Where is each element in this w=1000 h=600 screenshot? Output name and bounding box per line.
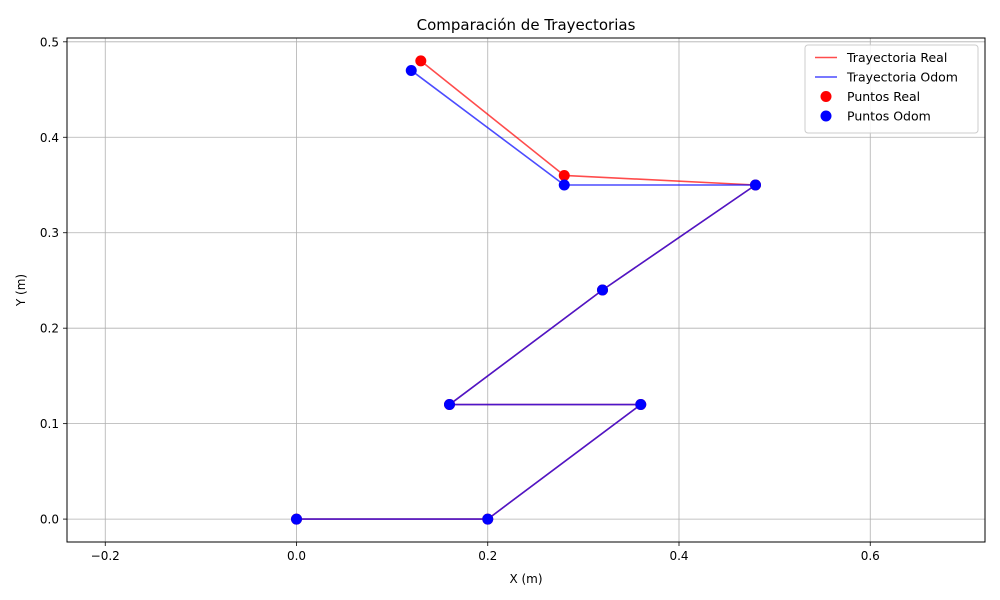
- y-tick-label: 0.5: [40, 35, 59, 49]
- legend-point-swatch: [820, 91, 832, 102]
- y-tick-label: 0.3: [40, 226, 59, 240]
- series-point-2: [635, 399, 647, 411]
- series-point-2: [750, 179, 761, 191]
- plot-frame: [66, 37, 986, 543]
- series-point-2: [482, 513, 494, 525]
- grid: [67, 38, 985, 542]
- chart-title: Comparación de Trayectorias: [417, 16, 636, 34]
- legend-entry: Trayectoria Real: [846, 50, 947, 65]
- legend-box: [804, 44, 979, 134]
- y-tick-label: 0.4: [40, 131, 59, 145]
- axis-ticks: −0.2 0.0 0.2 0.4 0.6 0.0 0.1 0.2 0.3 0.4 0.5: [40, 35, 880, 563]
- legend-entry: Puntos Real: [847, 89, 920, 104]
- x-tick-label: 0.4: [669, 549, 688, 563]
- y-tick-label: 0.0: [40, 513, 59, 527]
- legend: Trayectoria Real Trayectoria Odom Puntos R…: [804, 44, 979, 134]
- y-tick-label: 0.1: [40, 417, 59, 431]
- x-tick-label: 0.6: [861, 549, 880, 563]
- series-point-1: [558, 169, 570, 181]
- x-tick-label: −0.2: [91, 549, 120, 563]
- legend-entry: Trayectoria Odom: [846, 70, 958, 85]
- series-point-2: [405, 64, 417, 76]
- x-tick-label: 0.2: [478, 549, 497, 563]
- series-line-2: [296, 69, 757, 520]
- series-point-2: [558, 179, 570, 191]
- y-axis-label: Y (m): [14, 274, 28, 307]
- legend-entry: Puntos Odom: [847, 109, 931, 124]
- y-tick-label: 0.2: [40, 322, 59, 336]
- series-point-1: [415, 55, 427, 67]
- series-point-2: [291, 513, 302, 525]
- x-axis-label: X (m): [509, 572, 542, 586]
- legend-point-swatch: [820, 110, 832, 122]
- series-point-2: [597, 284, 608, 296]
- plot-series: [291, 55, 761, 525]
- series-point-2: [444, 399, 455, 411]
- x-tick-label: 0.0: [287, 549, 306, 563]
